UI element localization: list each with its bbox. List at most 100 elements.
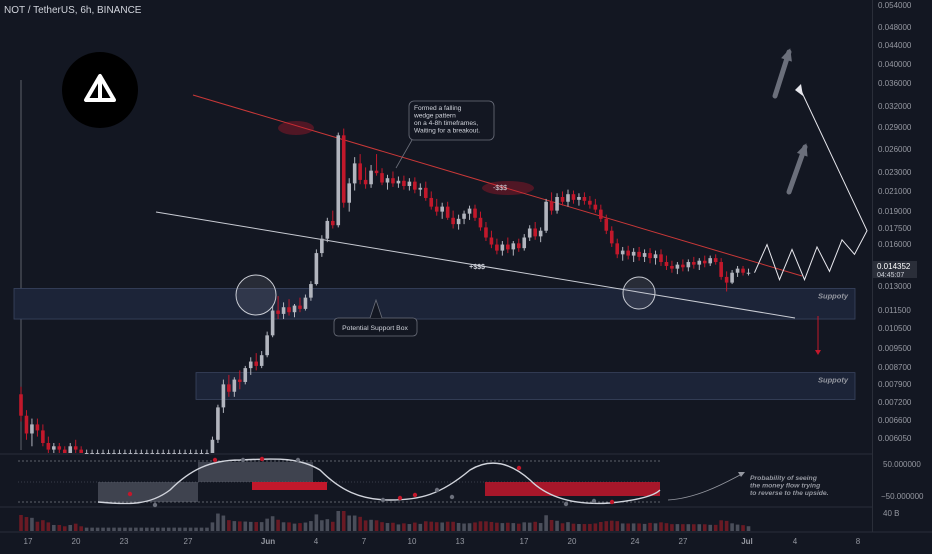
price-tick-label: 0.007200 [878, 398, 912, 407]
candle-body [566, 194, 570, 202]
time-tick-label: 17 [24, 537, 33, 546]
volume-bar [298, 523, 302, 531]
volume-bar [413, 522, 417, 531]
volume-bar [238, 521, 242, 531]
candle-body [188, 453, 193, 454]
volume-bar [522, 522, 527, 531]
time-tick-label: 27 [184, 537, 193, 546]
candle-body [615, 243, 620, 255]
candle-body [506, 244, 510, 250]
price-tick-label: 0.021000 [878, 187, 912, 196]
retest-circle-1 [235, 274, 277, 316]
candle-body [418, 187, 423, 190]
osc-signal-dot [295, 457, 301, 463]
candle-body [183, 453, 187, 454]
candle-body [330, 220, 335, 226]
osc-signal-dot [152, 502, 158, 508]
volume-bar [719, 520, 723, 531]
candle-body [292, 305, 297, 313]
volume-bar [681, 524, 685, 531]
money-flow-note-line: Probability of seeing [750, 475, 818, 482]
volume-bar [664, 523, 669, 531]
candle-body [664, 262, 669, 266]
candle-body [325, 220, 330, 239]
volume-bar [24, 517, 29, 531]
candle-body [571, 194, 576, 200]
candle-body [216, 407, 220, 440]
volume-bar [341, 511, 346, 531]
candle-body [139, 453, 144, 454]
volume-bar [123, 527, 127, 531]
osc-signal-dot [609, 499, 615, 505]
volume-bar [675, 524, 680, 531]
projection-path [754, 88, 868, 282]
volume-bar [484, 521, 488, 531]
candle-body [52, 446, 56, 450]
candle-body [429, 197, 434, 207]
candle-body [161, 453, 166, 454]
time-tick-label: 27 [679, 537, 688, 546]
peak-highlight [278, 121, 314, 135]
volume-bar [145, 527, 149, 531]
price-tick-label: 0.011500 [878, 306, 911, 315]
volume-bar [276, 519, 280, 531]
volume-bar [582, 524, 587, 531]
volume-bar [407, 524, 412, 531]
candle-body [631, 251, 636, 256]
candle-body [276, 310, 280, 314]
volume-bar [533, 521, 537, 531]
volume-bar [423, 521, 428, 531]
candle-body [287, 307, 291, 313]
osc-signal-dot [412, 492, 418, 498]
volume-bar [396, 524, 401, 531]
volume-bar [150, 527, 155, 531]
volume-bar [615, 521, 620, 531]
volume-bar [702, 524, 707, 531]
candle-body [730, 272, 734, 283]
liquidity-label-top: -$$$ [493, 185, 507, 192]
volume-bar [434, 522, 439, 531]
wedge-support-line [155, 211, 796, 319]
candle-body [24, 415, 29, 434]
candle-body [588, 200, 592, 205]
candle-body [549, 201, 554, 211]
volume-bar [41, 520, 45, 531]
candle-body [396, 180, 401, 184]
volume-bar [336, 511, 341, 531]
candle-body [440, 206, 444, 212]
volume-bar [445, 521, 450, 531]
candle-body [243, 368, 248, 382]
candle-body [90, 453, 94, 454]
candle-body [593, 204, 598, 210]
candle-body [544, 201, 548, 231]
volume-bar [538, 523, 543, 531]
osc-signal-dot [380, 497, 386, 503]
candle-body [407, 181, 412, 187]
symbol-header: NOT / TetherUS, 6h, BINANCE [4, 5, 142, 16]
money-flow-arrow [667, 473, 743, 501]
volume-bar [642, 523, 647, 531]
candle-body [95, 453, 100, 454]
volume-bar [473, 522, 477, 531]
price-tick-label: 0.036000 [878, 79, 912, 88]
candle-body [708, 258, 713, 264]
candle-body [467, 208, 472, 214]
volume-bar [243, 521, 248, 531]
volume-bar [692, 524, 696, 531]
candle-body [248, 361, 253, 369]
candle-body [199, 453, 204, 454]
candle-body [484, 227, 488, 238]
volume-bar [265, 518, 269, 531]
liquidity-highlight [482, 181, 534, 195]
time-tick-label: 20 [568, 537, 577, 546]
candle-body [46, 443, 51, 450]
price-tick-label: 0.044000 [878, 41, 912, 50]
candle-body [692, 262, 696, 265]
time-tick-label: 23 [120, 537, 129, 546]
candle-body [511, 243, 516, 250]
volume-bar [555, 520, 559, 531]
volume-bar [741, 525, 745, 531]
candle-body [166, 453, 171, 454]
volume-bar [52, 524, 56, 531]
